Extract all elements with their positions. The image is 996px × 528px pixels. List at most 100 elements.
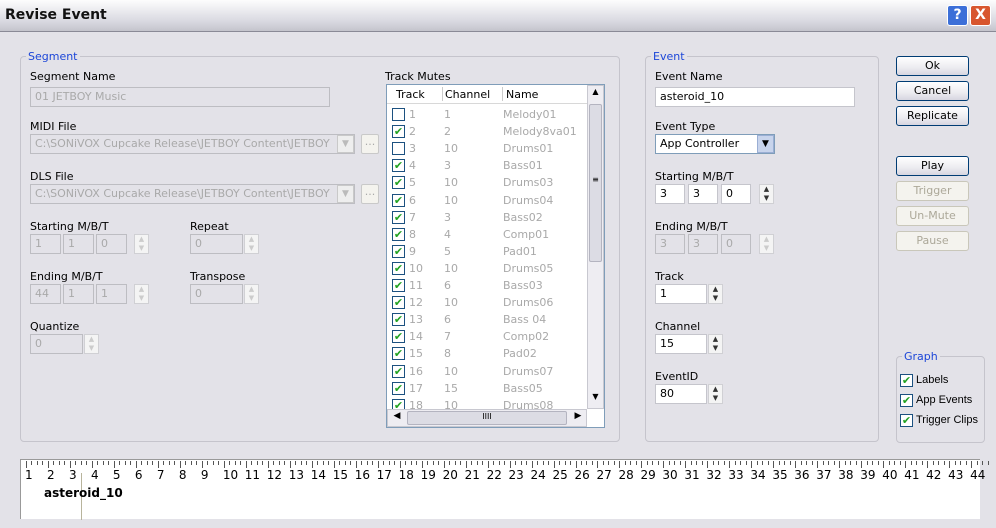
repeat-spinner[interactable]: ▲ ▼ — [244, 234, 259, 254]
table-row[interactable]: ✔ 9 5 Pad01 — [387, 244, 587, 260]
eventid-spinner[interactable]: ▲ ▼ — [708, 384, 723, 404]
event-name-field[interactable]: asteroid_10 — [655, 87, 855, 107]
dls-browse-button[interactable]: ... — [361, 184, 379, 204]
graph-checkbox[interactable]: ✔ — [900, 414, 913, 427]
segment-name-field[interactable]: 01 JETBOY Music — [30, 87, 330, 107]
ev-start-measure[interactable]: 3 — [655, 184, 685, 204]
ev-end-measure[interactable]: 3 — [655, 234, 685, 254]
seg-start-beat[interactable]: 1 — [63, 234, 94, 254]
mute-checkbox[interactable]: ✔ — [392, 244, 405, 258]
scroll-thumb[interactable]: ≡ — [589, 104, 602, 262]
mute-checkbox[interactable]: ✔ — [392, 210, 405, 224]
midi-browse-button[interactable]: ... — [361, 134, 379, 154]
track-mutes-list[interactable]: Track Channel Name 1 1 Melody01 ✔ 2 2 Mel… — [386, 84, 605, 428]
mute-checkbox[interactable] — [392, 108, 405, 121]
timeline-ruler[interactable]: 1 2 3 4 5 6 7 8 9 10 11 12 13 14 15 16 17 18 19 20 21 22 23 24 2… — [20, 459, 989, 520]
table-row[interactable]: ✔ 13 6 Bass 04 — [387, 312, 587, 328]
mute-checkbox[interactable]: ✔ — [392, 347, 405, 361]
track-field[interactable]: 1 — [655, 284, 707, 304]
seg-end-spinner[interactable]: ▲ ▼ — [134, 284, 149, 304]
ev-start-tick[interactable]: 0 — [721, 184, 751, 204]
unmute-button[interactable]: Un-Mute — [896, 206, 969, 226]
ev-end-tick[interactable]: 0 — [721, 234, 751, 254]
channel-spinner[interactable]: ▲ ▼ — [708, 334, 723, 354]
graph-checkbox[interactable]: ✔ — [900, 394, 913, 407]
midi-file-combo[interactable]: C:\SONiVOX Cupcake Release\JETBOY Conten… — [30, 134, 355, 154]
quantize-spinner[interactable]: ▲ ▼ — [84, 334, 99, 354]
table-row[interactable]: ✔ 14 7 Comp02 — [387, 329, 587, 345]
mute-checkbox[interactable]: ✔ — [392, 159, 405, 173]
vertical-scrollbar[interactable]: ▲ ≡ ▼ — [587, 85, 604, 409]
scroll-up-icon[interactable]: ▲ — [592, 87, 599, 96]
column-header-channel[interactable]: Channel — [445, 88, 491, 101]
trigger-button[interactable]: Trigger — [896, 181, 969, 201]
table-row[interactable]: ✔ 15 8 Pad02 — [387, 346, 587, 362]
ev-end-beat[interactable]: 3 — [688, 234, 718, 254]
timeline-event-label[interactable]: asteroid_10 — [44, 486, 123, 500]
mute-checkbox[interactable] — [392, 142, 405, 156]
scroll-down-icon[interactable]: ▼ — [592, 392, 599, 401]
table-row[interactable]: 1 1 Melody01 — [387, 107, 587, 123]
mute-checkbox[interactable]: ✔ — [392, 125, 405, 139]
table-row[interactable]: 3 10 Drums01 — [387, 141, 587, 157]
transpose-spinner[interactable]: ▲ ▼ — [244, 284, 259, 304]
mute-checkbox[interactable]: ✔ — [392, 193, 405, 207]
seg-start-measure[interactable]: 1 — [30, 234, 61, 254]
event-type-select[interactable]: App Controller — [655, 134, 775, 154]
ev-start-spinner[interactable]: ▲ ▼ — [759, 184, 774, 204]
scroll-right-icon[interactable]: ▶ — [574, 411, 582, 421]
cancel-button[interactable]: Cancel — [896, 81, 969, 101]
mute-checkbox[interactable]: ✔ — [392, 261, 405, 275]
hscroll-thumb[interactable]: IIII — [407, 411, 567, 425]
mute-checkbox[interactable]: ✔ — [392, 330, 405, 344]
transpose-field[interactable]: 0 — [190, 284, 243, 304]
table-row[interactable]: ✔ 12 10 Drums06 — [387, 295, 587, 311]
eventid-field[interactable]: 80 — [655, 384, 707, 404]
mute-checkbox[interactable]: ✔ — [392, 364, 405, 378]
ok-button[interactable]: Ok — [896, 56, 969, 76]
close-button[interactable]: X — [970, 5, 991, 26]
table-row[interactable]: ✔ 2 2 Melody8va01 — [387, 124, 587, 140]
table-row[interactable]: ✔ 5 10 Drums03 — [387, 175, 587, 191]
ruler-tick — [361, 461, 363, 465]
seg-start-spinner[interactable]: ▲ ▼ — [134, 234, 149, 254]
repeat-field[interactable]: 0 — [190, 234, 243, 254]
table-row[interactable]: ✔ 10 10 Drums05 — [387, 261, 587, 277]
help-button[interactable]: ? — [947, 5, 968, 26]
chevron-down-icon[interactable]: ▼ — [337, 135, 354, 153]
ev-end-spinner[interactable]: ▲ ▼ — [759, 234, 774, 254]
mute-checkbox[interactable]: ✔ — [392, 227, 405, 241]
play-button[interactable]: Play — [896, 156, 969, 176]
seg-end-tick[interactable]: 1 — [96, 284, 127, 304]
chevron-down-icon[interactable]: ▼ — [757, 135, 774, 153]
mute-checkbox[interactable]: ✔ — [392, 381, 405, 395]
replicate-button[interactable]: Replicate — [896, 106, 969, 126]
mute-checkbox[interactable]: ✔ — [392, 176, 405, 190]
column-header-name[interactable]: Name — [506, 88, 539, 101]
table-row[interactable]: ✔ 11 6 Bass03 — [387, 278, 587, 294]
table-row[interactable]: ✔ 8 4 Comp01 — [387, 227, 587, 243]
pause-button[interactable]: Pause — [896, 231, 969, 251]
table-row[interactable]: ✔ 7 3 Bass02 — [387, 210, 587, 226]
quantize-field[interactable]: 0 — [30, 334, 83, 354]
mute-checkbox[interactable]: ✔ — [392, 279, 405, 292]
mute-checkbox[interactable]: ✔ — [392, 313, 405, 327]
mute-checkbox[interactable]: ✔ — [392, 296, 405, 310]
chevron-down-icon[interactable]: ▼ — [337, 185, 354, 203]
graph-checkbox[interactable]: ✔ — [900, 374, 913, 387]
dls-file-combo[interactable]: C:\SONiVOX Cupcake Release\JETBOY Conten… — [30, 184, 355, 204]
seg-end-beat[interactable]: 1 — [63, 284, 94, 304]
scroll-left-icon[interactable]: ◀ — [393, 411, 401, 421]
channel-field[interactable]: 15 — [655, 334, 707, 354]
column-header-track[interactable]: Track — [396, 88, 425, 101]
track-spinner[interactable]: ▲ ▼ — [708, 284, 723, 304]
table-row[interactable]: ✔ 17 15 Bass05 — [387, 381, 587, 397]
table-row[interactable]: ✔ 4 3 Bass01 — [387, 158, 587, 174]
seg-end-measure[interactable]: 44 — [30, 284, 61, 304]
ev-start-beat[interactable]: 3 — [688, 184, 718, 204]
seg-start-tick[interactable]: 0 — [96, 234, 127, 254]
table-row[interactable]: ✔ 16 10 Drums07 — [387, 364, 587, 380]
table-row[interactable]: ✔ 6 10 Drums04 — [387, 193, 587, 209]
horizontal-scrollbar[interactable]: ◀ IIII ▶ — [387, 409, 587, 427]
ruler-tick — [273, 461, 275, 465]
